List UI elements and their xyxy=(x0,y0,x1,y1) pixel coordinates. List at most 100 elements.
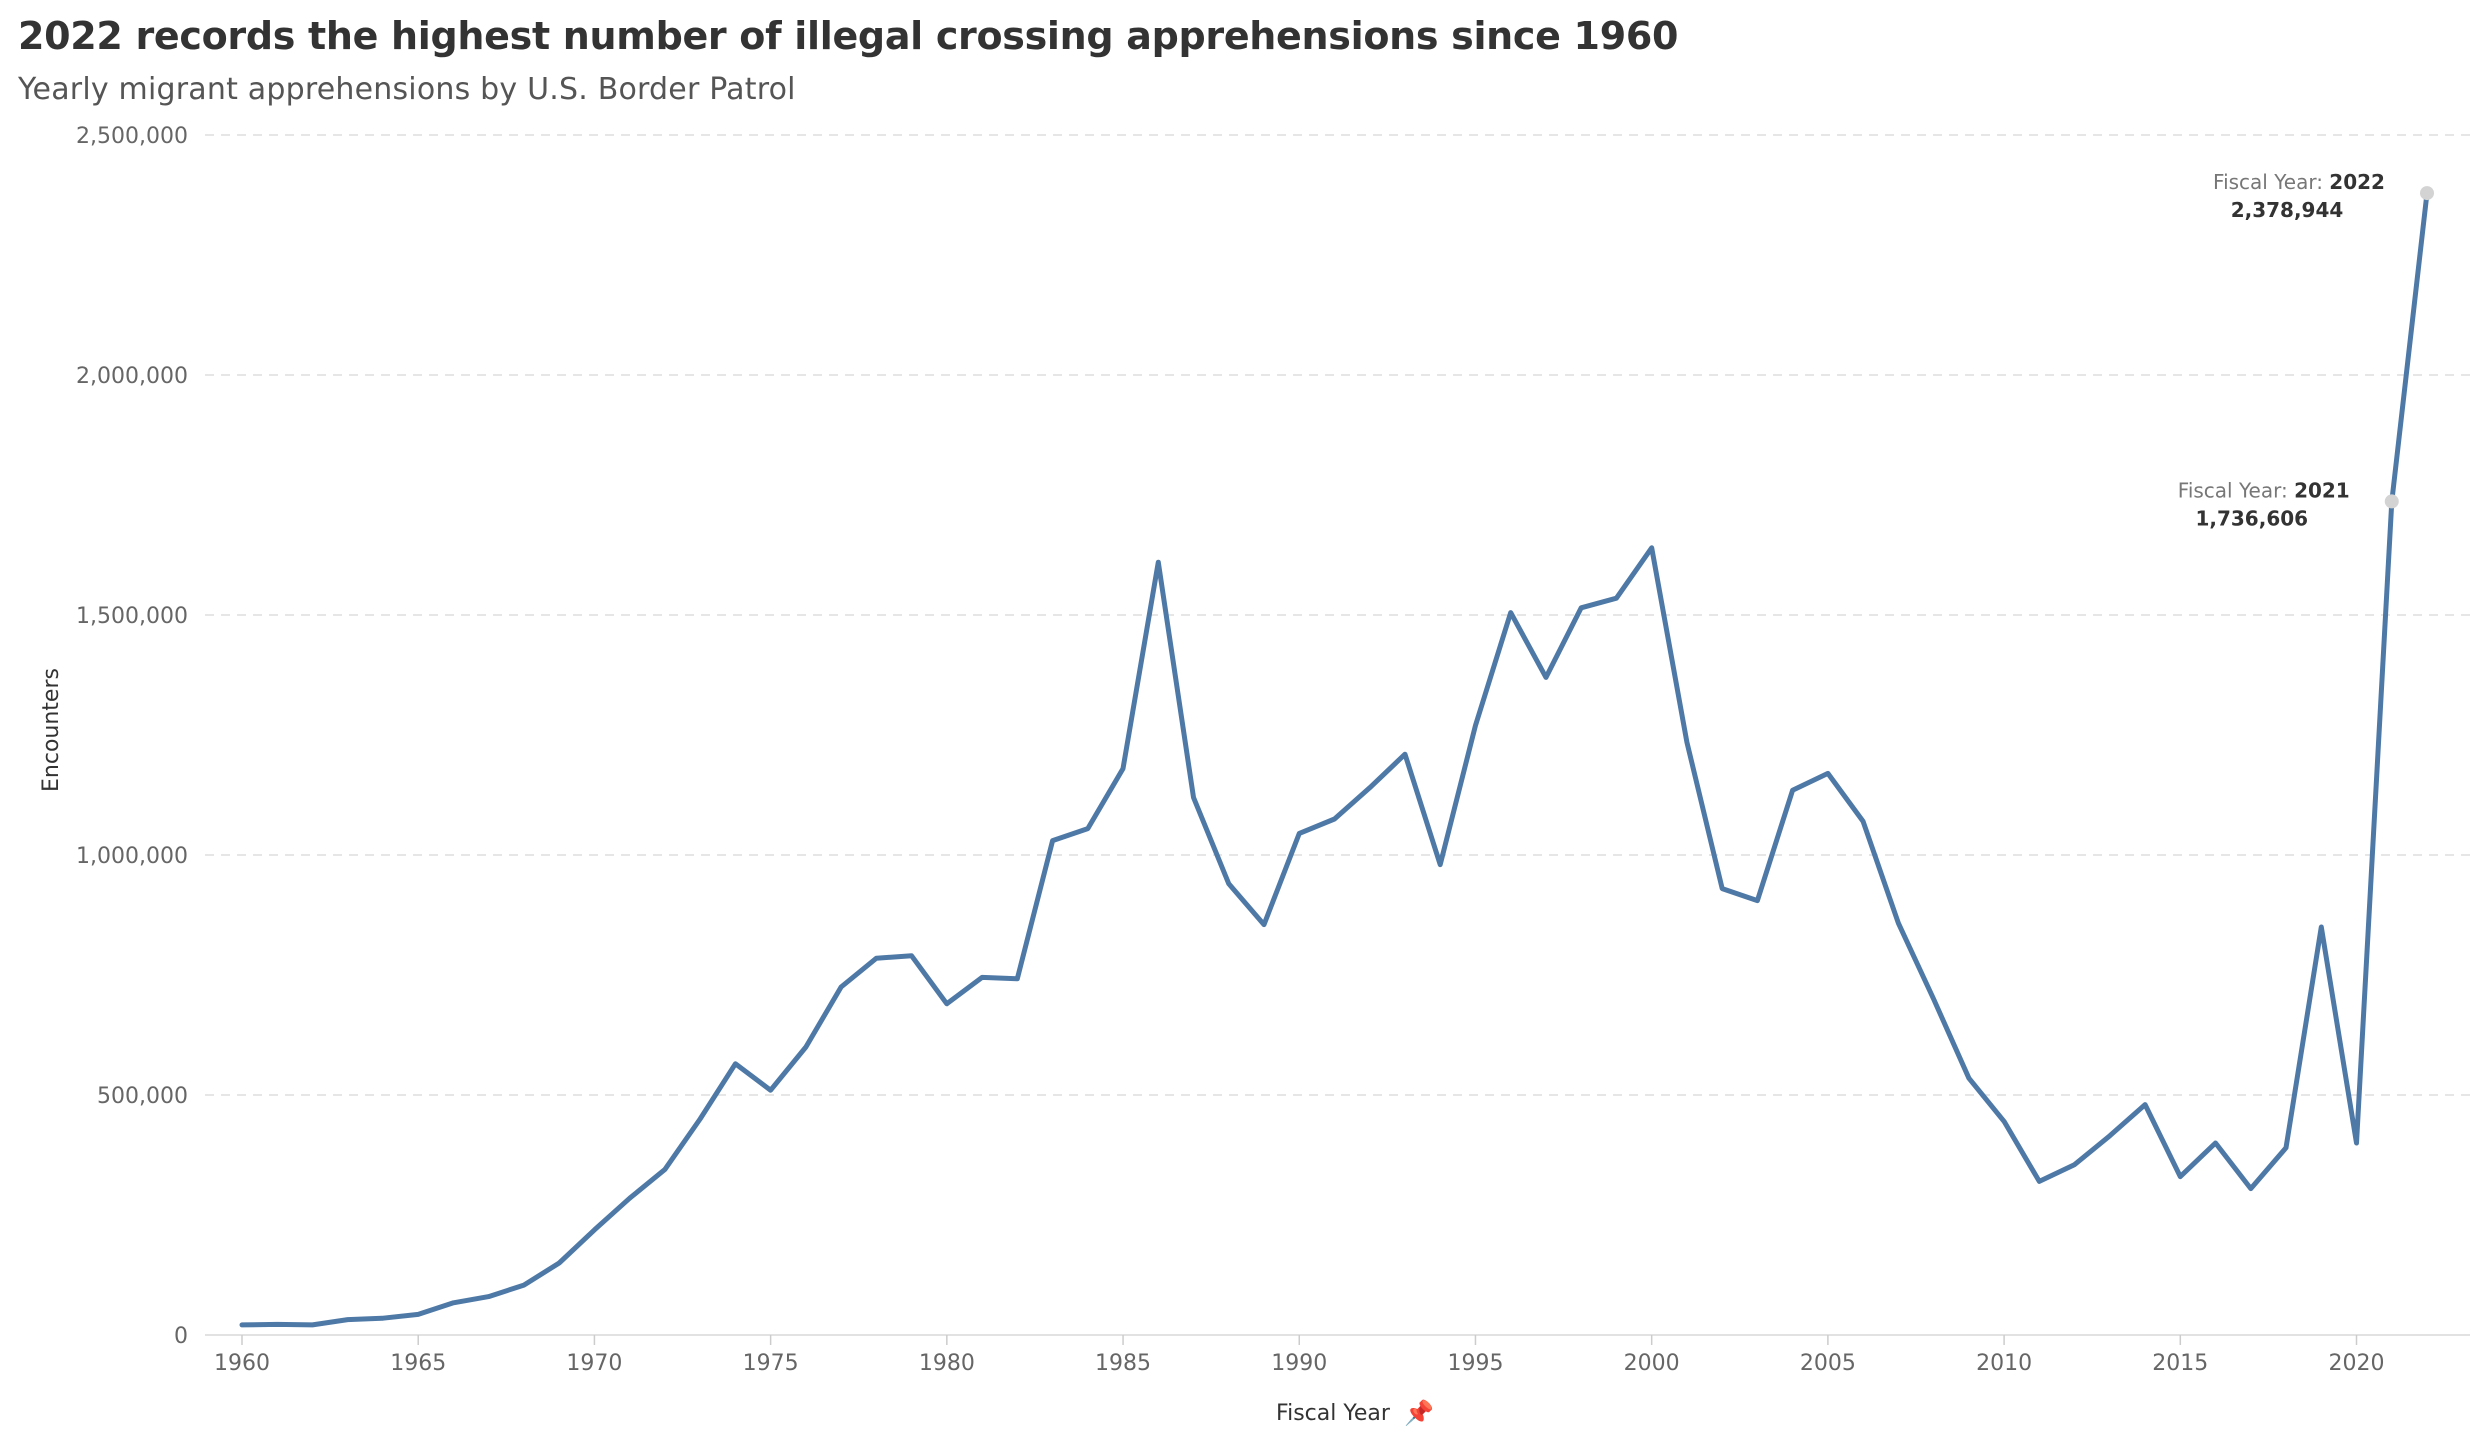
y-tick-label: 1,000,000 xyxy=(76,844,188,869)
data-point[interactable] xyxy=(656,1160,674,1178)
annotation-label: Fiscal Year: 2021 xyxy=(2178,478,2350,502)
data-point[interactable] xyxy=(1537,668,1555,686)
x-tick-label: 1975 xyxy=(743,1351,799,1376)
data-point[interactable] xyxy=(1643,539,1661,557)
annotation-prefix: Fiscal Year: xyxy=(2178,478,2294,502)
x-tick-label: 1995 xyxy=(1447,1351,1503,1376)
data-point[interactable] xyxy=(1607,589,1625,607)
data-point[interactable] xyxy=(1713,880,1731,898)
highlight-marker xyxy=(2420,186,2434,201)
x-tick-label: 2005 xyxy=(1800,1351,1856,1376)
x-tick-label: 1970 xyxy=(566,1351,622,1376)
data-point[interactable] xyxy=(585,1221,603,1239)
data-point[interactable] xyxy=(797,1038,815,1056)
data-point[interactable] xyxy=(233,1316,251,1334)
data-point[interactable] xyxy=(515,1276,533,1294)
series-layer xyxy=(233,190,2430,1334)
x-tick-label: 2015 xyxy=(2152,1351,2208,1376)
data-point[interactable] xyxy=(1220,875,1238,893)
data-point[interactable] xyxy=(1466,716,1484,734)
data-point[interactable] xyxy=(2171,1168,2189,1186)
data-point[interactable] xyxy=(1008,970,1026,988)
chart-subtitle: Yearly migrant apprehensions by U.S. Bor… xyxy=(18,72,796,107)
data-point[interactable] xyxy=(1079,820,1097,838)
x-tick-label: 1965 xyxy=(390,1351,446,1376)
data-point[interactable] xyxy=(1149,553,1167,571)
data-point[interactable] xyxy=(1361,779,1379,797)
x-axis: 1960 1965 1970 1975 1980 1985 1990 1995 2000 2005… xyxy=(205,1334,2470,1376)
data-point[interactable] xyxy=(1572,599,1590,617)
pin-icon[interactable]: 📌 xyxy=(1404,1399,1434,1427)
y-tick-label: 500,000 xyxy=(97,1084,188,1109)
data-point[interactable] xyxy=(726,1055,744,1073)
annotation-year: 2022 xyxy=(2329,170,2385,194)
chart-title: 2022 records the highest number of illeg… xyxy=(18,14,1679,58)
data-point[interactable] xyxy=(1326,810,1344,828)
data-point[interactable] xyxy=(938,995,956,1013)
x-axis-title[interactable]: Fiscal Year xyxy=(1276,1401,1391,1426)
y-tick-label: 2,500,000 xyxy=(76,124,188,149)
data-point[interactable] xyxy=(621,1189,639,1207)
data-point[interactable] xyxy=(1678,733,1696,751)
data-point[interactable] xyxy=(2030,1172,2048,1190)
data-point[interactable] xyxy=(2207,1134,2225,1152)
data-point[interactable] xyxy=(1290,824,1308,842)
annotation-prefix: Fiscal Year: xyxy=(2213,170,2329,194)
x-tick-label: 2010 xyxy=(1976,1351,2032,1376)
x-tick-label: 1960 xyxy=(214,1351,270,1376)
annotation-value: 2,378,944 xyxy=(2231,198,2344,222)
y-tick-label: 2,000,000 xyxy=(76,364,188,389)
gridlines xyxy=(205,134,2470,1096)
data-point[interactable] xyxy=(480,1288,498,1306)
annotation-year: 2021 xyxy=(2294,478,2350,502)
data-point[interactable] xyxy=(1255,916,1273,934)
y-tick-label: 0 xyxy=(174,1324,188,1349)
data-point[interactable] xyxy=(444,1294,462,1312)
x-tick-label: 1985 xyxy=(1095,1351,1151,1376)
data-point[interactable] xyxy=(1502,604,1520,622)
data-point[interactable] xyxy=(832,978,850,996)
data-point[interactable] xyxy=(903,947,921,965)
highlight-marker xyxy=(2384,494,2399,509)
data-point[interactable] xyxy=(1819,764,1837,782)
data-point[interactable] xyxy=(2277,1139,2295,1157)
data-point[interactable] xyxy=(1925,990,1943,1008)
data-point[interactable] xyxy=(2136,1096,2154,1114)
data-point[interactable] xyxy=(550,1254,568,1272)
data-point[interactable] xyxy=(1889,914,1907,932)
annotation-label: Fiscal Year: 2022 xyxy=(2213,170,2385,194)
data-point[interactable] xyxy=(691,1110,709,1128)
data-point[interactable] xyxy=(762,1081,780,1099)
data-point[interactable] xyxy=(268,1315,286,1333)
data-point[interactable] xyxy=(2066,1156,2084,1174)
data-point[interactable] xyxy=(409,1305,427,1323)
data-point[interactable] xyxy=(2101,1127,2119,1145)
data-point[interactable] xyxy=(1854,812,1872,830)
data-point[interactable] xyxy=(374,1309,392,1327)
x-tick-label: 2000 xyxy=(1624,1351,1680,1376)
data-point[interactable] xyxy=(867,949,885,967)
data-point[interactable] xyxy=(339,1311,357,1329)
data-point[interactable] xyxy=(1114,760,1132,778)
x-tick-label: 1980 xyxy=(919,1351,975,1376)
data-point[interactable] xyxy=(1960,1069,1978,1087)
data-point[interactable] xyxy=(2242,1180,2260,1198)
annotation-value: 1,736,606 xyxy=(2195,506,2308,530)
data-point[interactable] xyxy=(973,968,991,986)
x-tick-label: 1990 xyxy=(1271,1351,1327,1376)
data-point[interactable] xyxy=(1995,1112,2013,1130)
data-point[interactable] xyxy=(303,1316,321,1334)
data-point[interactable] xyxy=(1044,832,1062,850)
data-point[interactable] xyxy=(1396,745,1414,763)
annotations: Fiscal Year: 2022 2,378,944 Fiscal Year: 2… xyxy=(2178,170,2434,530)
data-point[interactable] xyxy=(1748,892,1766,910)
y-axis-title: Encounters xyxy=(39,668,64,792)
data-point[interactable] xyxy=(2312,918,2330,936)
y-axis-ticks: 0 500,000 1,000,000 1,500,000 2,000,000 2,500… xyxy=(76,124,188,1349)
data-point[interactable] xyxy=(1185,788,1203,806)
data-point[interactable] xyxy=(2348,1134,2366,1152)
y-tick-label: 1,500,000 xyxy=(76,604,188,629)
data-point[interactable] xyxy=(1431,856,1449,874)
data-point[interactable] xyxy=(1784,781,1802,799)
